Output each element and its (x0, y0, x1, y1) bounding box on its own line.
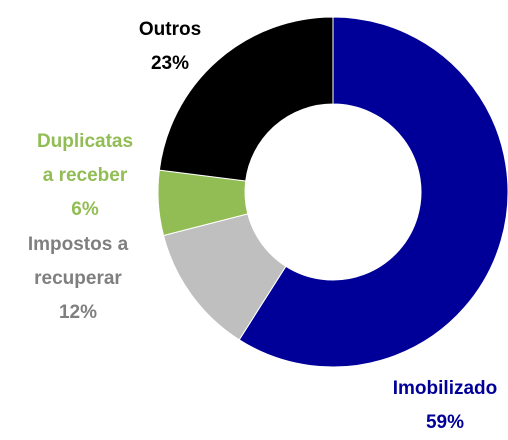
category-label: Impostos a recuperar (27, 234, 129, 289)
category-label: Duplicatas a receber (36, 131, 134, 186)
slice-label: Duplicatas a receber 6% (32, 125, 138, 227)
value-label: 59% (425, 412, 465, 433)
category-label: Imobilizado (392, 378, 498, 399)
value-label: 12% (58, 302, 98, 323)
slice-label: Impostos a recuperar 12% (13, 228, 143, 330)
donut-slice (158, 16, 334, 182)
slice-label: Outros 23% (105, 13, 235, 81)
value-label: 6% (71, 199, 99, 220)
category-label: Outros (138, 19, 202, 40)
donut-slice (238, 16, 508, 368)
value-label: 23% (150, 53, 190, 74)
slice-label: Imobilizado 59% (365, 372, 508, 440)
